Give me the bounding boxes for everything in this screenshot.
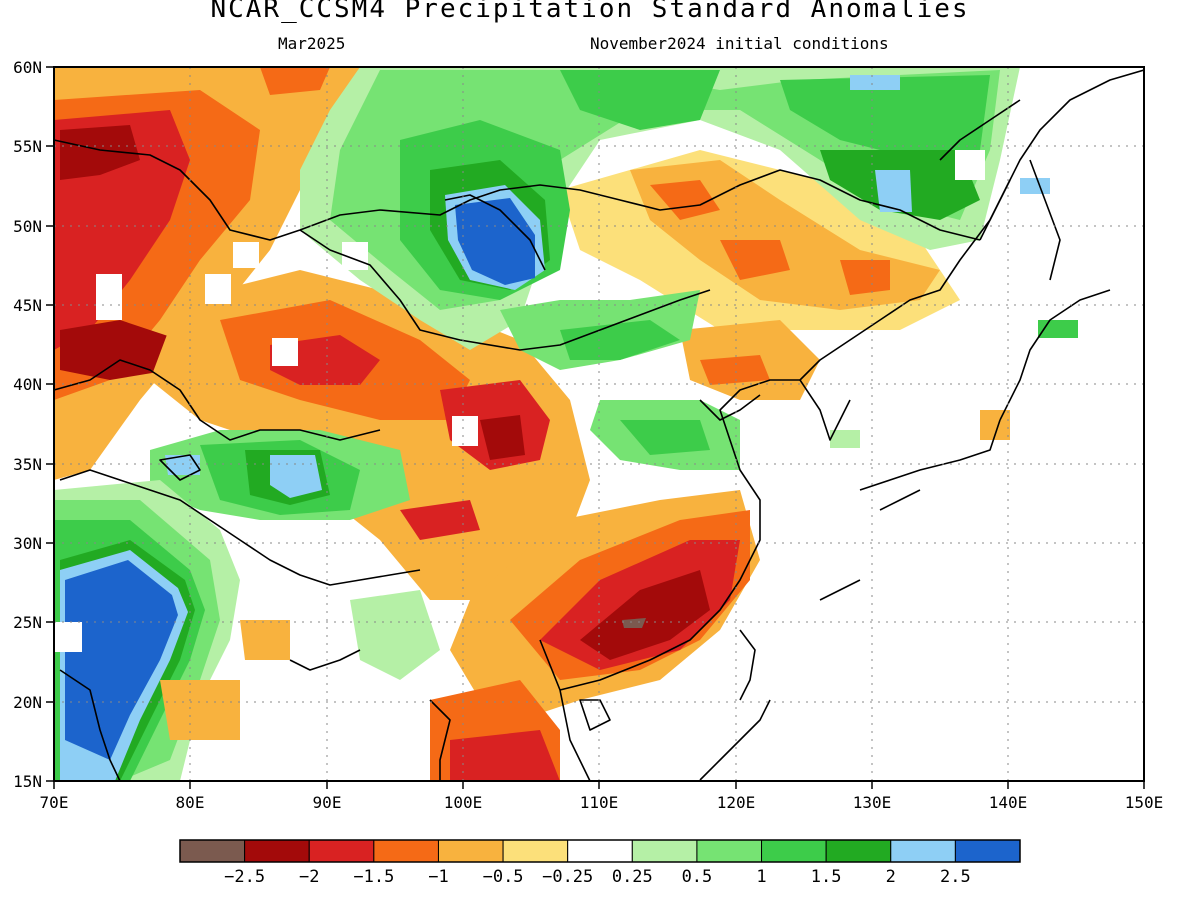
colorbar-swatch <box>954 839 1021 863</box>
colorbar-swatch <box>437 839 504 863</box>
colorbar-label: 1.5 <box>811 867 842 887</box>
colorbar-label: 2 <box>886 867 896 887</box>
forecast-month: Mar2025 <box>278 34 346 53</box>
colorbar-swatch <box>696 839 763 863</box>
x-tick-label: 80E <box>176 793 205 812</box>
coastline-borders <box>53 69 1145 782</box>
x-tick-label: 140E <box>989 793 1028 812</box>
y-tick-label: 60N <box>13 58 42 77</box>
colorbar-label: 0.5 <box>682 867 713 887</box>
colorbar-label: 1 <box>756 867 766 887</box>
colorbar: −2.5 −2 −1.5 −1 −0.5 −0.25 0.25 0.5 1 1.5 2 2.5 <box>179 839 1021 887</box>
colorbar-swatches <box>179 839 1021 863</box>
colorbar-label: −1 <box>428 867 448 887</box>
colorbar-label: −0.5 <box>483 867 524 887</box>
y-tick-label: 20N <box>13 693 42 712</box>
x-tick-label: 70E <box>40 793 69 812</box>
x-tick-label: 110E <box>580 793 619 812</box>
anomaly-field <box>54 67 1144 781</box>
colorbar-label: −0.25 <box>542 867 593 887</box>
colorbar-swatch <box>825 839 892 863</box>
y-tick-label: 35N <box>13 455 42 474</box>
y-tick-label: 30N <box>13 534 42 553</box>
colorbar-swatch <box>308 839 375 863</box>
colorbar-label: −2.5 <box>224 867 265 887</box>
colorbar-swatch <box>502 839 569 863</box>
colorbar-swatch <box>631 839 698 863</box>
x-tick-label: 130E <box>853 793 892 812</box>
x-axis-labels: 70E 80E 90E 100E 110E 120E 130E 140E 150… <box>40 793 1164 812</box>
y-tick-label: 45N <box>13 296 42 315</box>
x-tick-label: 120E <box>717 793 756 812</box>
y-tick-label: 50N <box>13 217 42 236</box>
y-tick-label: 40N <box>13 375 42 394</box>
colorbar-swatch <box>890 839 956 863</box>
y-tick-label: 25N <box>13 613 42 632</box>
colorbar-label: 0.25 <box>612 867 653 887</box>
colorbar-swatch <box>373 839 439 863</box>
colorbar-swatch <box>761 839 827 863</box>
colorbar-swatch <box>179 839 246 863</box>
x-tick-label: 150E <box>1125 793 1164 812</box>
x-tick-label: 100E <box>444 793 483 812</box>
map-title: NCAR_CCSM4 Precipitation Standard Anomal… <box>210 0 970 24</box>
y-tick-label: 55N <box>13 137 42 156</box>
y-axis-labels: 60N 55N 50N 45N 40N 35N 30N 25N 20N 15N <box>13 58 42 791</box>
colorbar-swatch <box>567 839 633 863</box>
x-tick-label: 90E <box>313 793 342 812</box>
initial-conditions: November2024 initial conditions <box>590 34 889 53</box>
lat-lon-grid <box>54 67 1144 781</box>
colorbar-swatch <box>244 839 310 863</box>
axis-ticks <box>46 66 1145 789</box>
colorbar-label: −2 <box>299 867 319 887</box>
y-tick-label: 15N <box>13 772 42 791</box>
colorbar-labels: −2.5 −2 −1.5 −1 −0.5 −0.25 0.25 0.5 1 1.5 2 2.5 <box>224 867 971 887</box>
colorbar-label: −1.5 <box>353 867 394 887</box>
colorbar-label: 2.5 <box>940 867 971 887</box>
